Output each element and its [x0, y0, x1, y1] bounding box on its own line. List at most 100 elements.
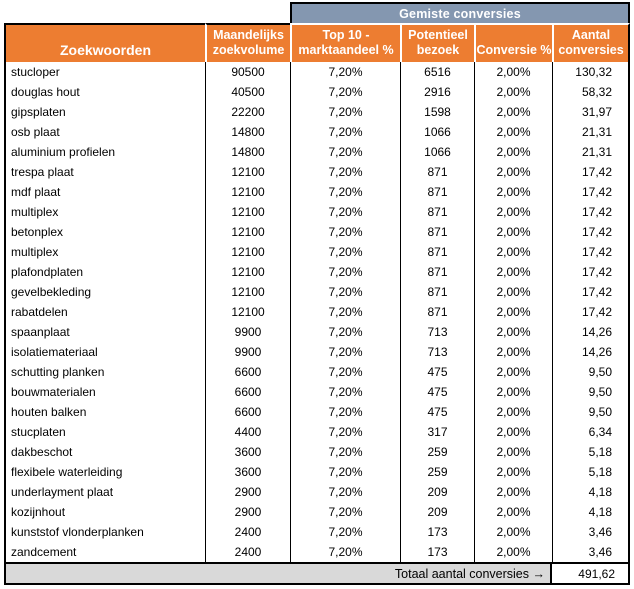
cell-conversions: 17,42 — [552, 182, 630, 202]
cell-monthly-search-volume: 2900 — [205, 502, 290, 522]
column-header-conversion-rate: Conversie % — [474, 23, 552, 62]
table-row: spaanplaat 9900 7,20% 713 2,00% 14,26 — [4, 322, 630, 342]
cell-keyword: stucloper — [4, 62, 205, 82]
cell-potential-visits: 2916 — [400, 82, 474, 102]
cell-monthly-search-volume: 2400 — [205, 522, 290, 542]
cell-top10-market-share: 7,20% — [290, 322, 400, 342]
table-row: kozijnhout 2900 7,20% 209 2,00% 4,18 — [4, 502, 630, 522]
cell-potential-visits: 6516 — [400, 62, 474, 82]
cell-top10-market-share: 7,20% — [290, 102, 400, 122]
banner-spacer — [4, 2, 290, 23]
cell-keyword: osb plaat — [4, 122, 205, 142]
table-row: gipsplaten 22200 7,20% 1598 2,00% 31,97 — [4, 102, 630, 122]
cell-monthly-search-volume: 6600 — [205, 402, 290, 422]
cell-conversion-rate: 2,00% — [474, 142, 552, 162]
cell-potential-visits: 209 — [400, 482, 474, 502]
cell-top10-market-share: 7,20% — [290, 282, 400, 302]
cell-potential-visits: 1598 — [400, 102, 474, 122]
total-value: 491,62 — [552, 562, 630, 585]
table-row: bouwmaterialen 6600 7,20% 475 2,00% 9,50 — [4, 382, 630, 402]
cell-potential-visits: 475 — [400, 402, 474, 422]
cell-keyword: rabatdelen — [4, 302, 205, 322]
cell-potential-visits: 871 — [400, 242, 474, 262]
cell-top10-market-share: 7,20% — [290, 242, 400, 262]
cell-keyword: schutting planken — [4, 362, 205, 382]
column-header-conversions: Aantal conversies — [552, 23, 630, 62]
cell-top10-market-share: 7,20% — [290, 442, 400, 462]
table-row: zandcement 2400 7,20% 173 2,00% 3,46 — [4, 542, 630, 562]
cell-potential-visits: 173 — [400, 522, 474, 542]
table-row: osb plaat 14800 7,20% 1066 2,00% 21,31 — [4, 122, 630, 142]
cell-monthly-search-volume: 14800 — [205, 142, 290, 162]
cell-top10-market-share: 7,20% — [290, 342, 400, 362]
cell-conversions: 21,31 — [552, 142, 630, 162]
cell-top10-market-share: 7,20% — [290, 482, 400, 502]
cell-keyword: dakbeschot — [4, 442, 205, 462]
missed-conversions-table: Gemiste conversies Zoekwoorden Maandelij… — [4, 2, 630, 585]
cell-conversion-rate: 2,00% — [474, 82, 552, 102]
table-row: stucplaten 4400 7,20% 317 2,00% 6,34 — [4, 422, 630, 442]
cell-potential-visits: 259 — [400, 462, 474, 482]
table-row: flexibele waterleiding 3600 7,20% 259 2,00% 5… — [4, 462, 630, 482]
cell-conversions: 4,18 — [552, 482, 630, 502]
cell-monthly-search-volume: 12100 — [205, 162, 290, 182]
cell-monthly-search-volume: 9900 — [205, 342, 290, 362]
cell-monthly-search-volume: 2400 — [205, 542, 290, 562]
cell-conversion-rate: 2,00% — [474, 422, 552, 442]
table-body: stucloper 90500 7,20% 6516 2,00% 130,32 dougla… — [4, 62, 630, 562]
cell-monthly-search-volume: 12100 — [205, 302, 290, 322]
cell-conversion-rate: 2,00% — [474, 382, 552, 402]
cell-keyword: gipsplaten — [4, 102, 205, 122]
column-header-keyword: Zoekwoorden — [4, 23, 205, 62]
cell-keyword: isolatiemateriaal — [4, 342, 205, 362]
cell-conversion-rate: 2,00% — [474, 342, 552, 362]
cell-conversions: 17,42 — [552, 242, 630, 262]
cell-conversion-rate: 2,00% — [474, 282, 552, 302]
cell-conversions: 130,32 — [552, 62, 630, 82]
cell-conversion-rate: 2,00% — [474, 222, 552, 242]
cell-keyword: kunststof vlonderplanken — [4, 522, 205, 542]
cell-top10-market-share: 7,20% — [290, 382, 400, 402]
cell-potential-visits: 871 — [400, 182, 474, 202]
column-header-top10-market-share: Top 10 - marktaandeel % — [290, 23, 400, 62]
cell-monthly-search-volume: 14800 — [205, 122, 290, 142]
cell-conversion-rate: 2,00% — [474, 442, 552, 462]
cell-top10-market-share: 7,20% — [290, 362, 400, 382]
cell-conversions: 9,50 — [552, 402, 630, 422]
cell-keyword: flexibele waterleiding — [4, 462, 205, 482]
cell-monthly-search-volume: 12100 — [205, 182, 290, 202]
cell-conversion-rate: 2,00% — [474, 262, 552, 282]
cell-keyword: douglas hout — [4, 82, 205, 102]
cell-potential-visits: 475 — [400, 382, 474, 402]
table-row: isolatiemateriaal 9900 7,20% 713 2,00% 14,26 — [4, 342, 630, 362]
cell-conversion-rate: 2,00% — [474, 522, 552, 542]
cell-keyword: mdf plaat — [4, 182, 205, 202]
gemiste-conversies-banner: Gemiste conversies — [290, 2, 630, 23]
cell-top10-market-share: 7,20% — [290, 62, 400, 82]
cell-conversion-rate: 2,00% — [474, 162, 552, 182]
cell-conversion-rate: 2,00% — [474, 502, 552, 522]
cell-keyword: multiplex — [4, 202, 205, 222]
cell-keyword: underlayment plaat — [4, 482, 205, 502]
cell-potential-visits: 713 — [400, 342, 474, 362]
cell-conversion-rate: 2,00% — [474, 482, 552, 502]
table-row: gevelbekleding 12100 7,20% 871 2,00% 17,42 — [4, 282, 630, 302]
table-header-row: Zoekwoorden Maandelijks zoekvolume Top 1… — [4, 23, 630, 62]
cell-conversion-rate: 2,00% — [474, 102, 552, 122]
cell-top10-market-share: 7,20% — [290, 542, 400, 562]
table-row: multiplex 12100 7,20% 871 2,00% 17,42 — [4, 242, 630, 262]
cell-top10-market-share: 7,20% — [290, 462, 400, 482]
cell-top10-market-share: 7,20% — [290, 182, 400, 202]
cell-top10-market-share: 7,20% — [290, 202, 400, 222]
table-row: schutting planken 6600 7,20% 475 2,00% 9,50 — [4, 362, 630, 382]
cell-top10-market-share: 7,20% — [290, 142, 400, 162]
cell-conversion-rate: 2,00% — [474, 542, 552, 562]
cell-conversion-rate: 2,00% — [474, 62, 552, 82]
cell-monthly-search-volume: 6600 — [205, 382, 290, 402]
cell-conversion-rate: 2,00% — [474, 302, 552, 322]
cell-monthly-search-volume: 12100 — [205, 282, 290, 302]
cell-top10-market-share: 7,20% — [290, 162, 400, 182]
cell-keyword: aluminium profielen — [4, 142, 205, 162]
table-row: rabatdelen 12100 7,20% 871 2,00% 17,42 — [4, 302, 630, 322]
cell-top10-market-share: 7,20% — [290, 262, 400, 282]
